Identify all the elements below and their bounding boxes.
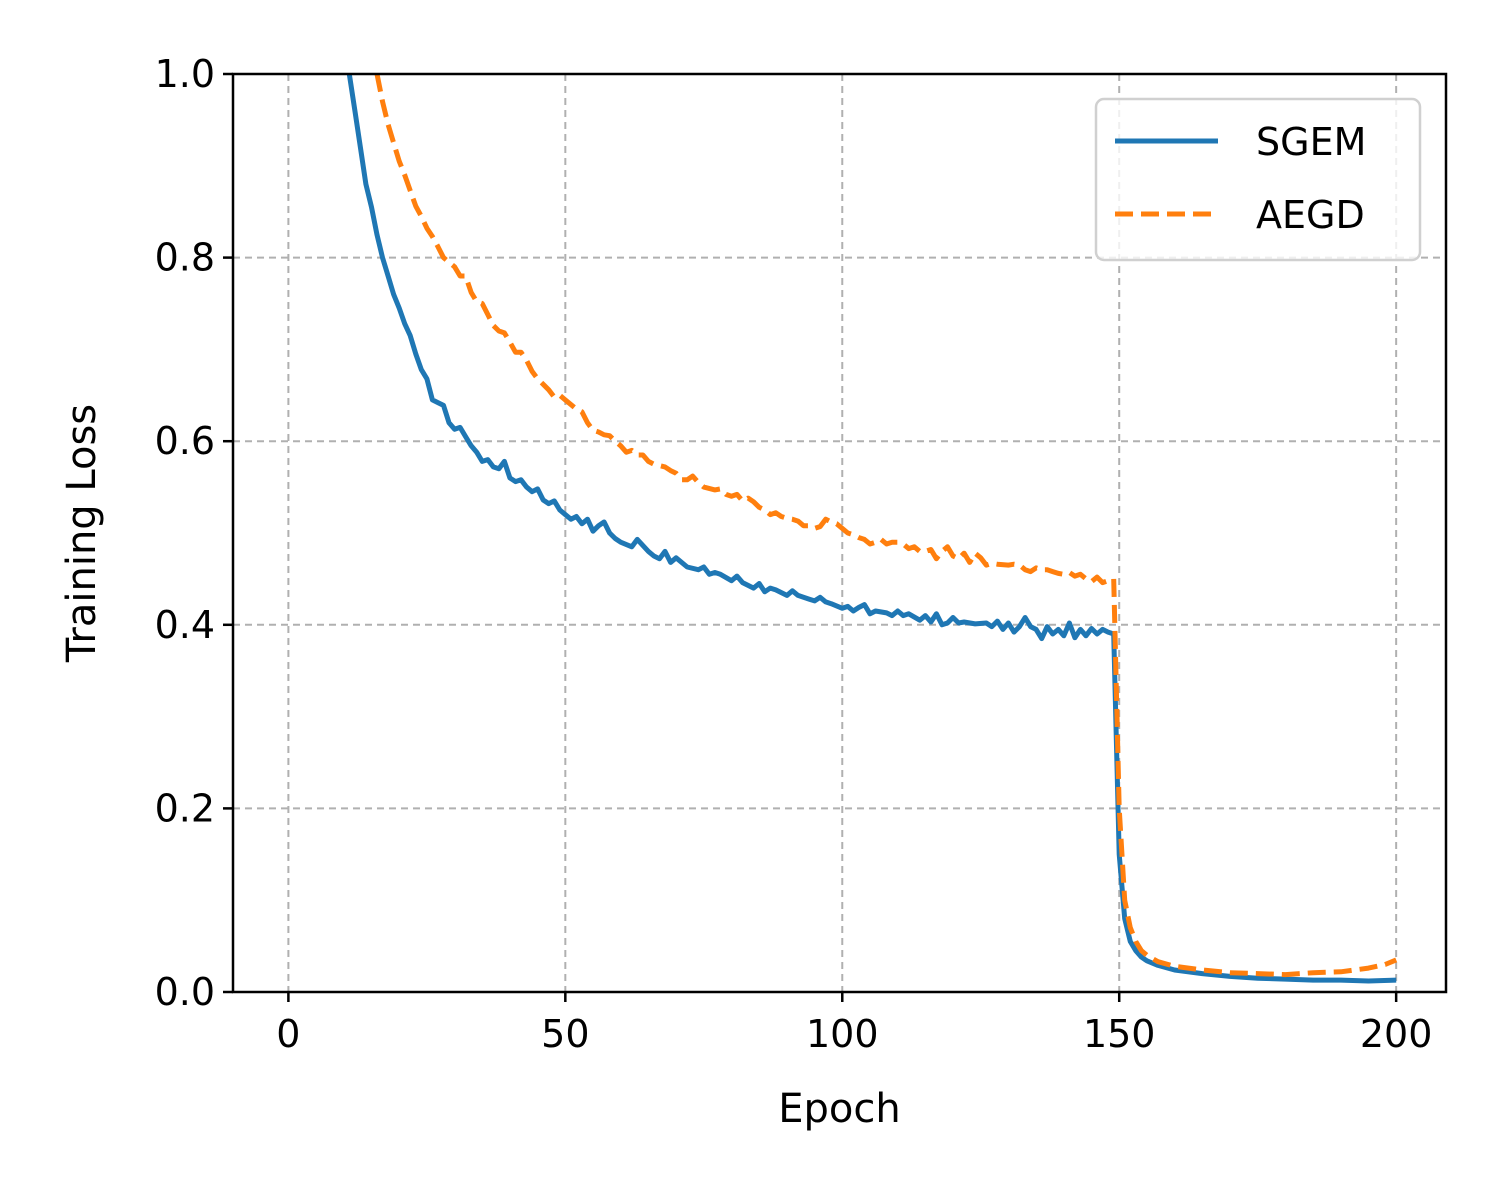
- y-tick-label: 1.0: [155, 52, 215, 96]
- y-axis-label: Training Loss: [59, 404, 105, 663]
- x-tick-label: 200: [1360, 1012, 1433, 1056]
- y-tick-label: 0.0: [155, 970, 215, 1014]
- x-tick-label: 150: [1083, 1012, 1156, 1056]
- x-tick-label: 50: [541, 1012, 589, 1056]
- series-line-sgem: [346, 73, 1397, 984]
- plot-frame: [231, 72, 1448, 994]
- y-tick-label: 0.2: [155, 786, 215, 830]
- legend-label-aegd: AEGD: [1256, 193, 1365, 237]
- x-tick-label: 100: [806, 1012, 879, 1056]
- x-axis-label: Epoch: [778, 1086, 900, 1132]
- x-tick-label: 0: [276, 1012, 300, 1056]
- legend-label-sgem: SGEM: [1256, 120, 1366, 164]
- series-line-aegd: [374, 73, 1398, 978]
- y-tick-label: 0.6: [155, 419, 215, 463]
- y-tick-label: 0.4: [155, 603, 215, 647]
- y-tick-label: 0.8: [155, 236, 215, 280]
- plot-lines: [346, 73, 1398, 984]
- legend: SGEM AEGD: [1094, 97, 1422, 262]
- axis-ticks: 0 50 100 150 200 0.0 0.2 0.4 0.6 0.8 1.0: [155, 52, 1433, 1056]
